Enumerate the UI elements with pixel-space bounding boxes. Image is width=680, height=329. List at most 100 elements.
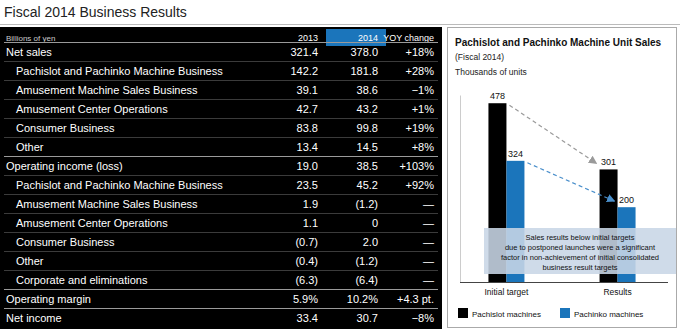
row-label: Operating margin bbox=[6, 293, 91, 305]
row-separator bbox=[4, 99, 438, 100]
table-cell: 181.8 bbox=[350, 65, 378, 77]
legend-label: Pachislot machines bbox=[472, 310, 541, 319]
row-separator bbox=[4, 175, 438, 176]
x-tick-label: Initial target bbox=[484, 287, 529, 297]
table-cell: (6.4) bbox=[355, 274, 378, 286]
row-separator bbox=[4, 137, 438, 138]
trend-arrow bbox=[527, 163, 614, 201]
table-cell: +103% bbox=[399, 160, 434, 172]
legend: Pachislot machines Pachinko machines bbox=[458, 308, 643, 319]
y-axis bbox=[460, 96, 461, 283]
table-cell: −8% bbox=[412, 312, 435, 324]
data-label: 324 bbox=[508, 149, 523, 159]
table-cell: +19% bbox=[406, 122, 435, 134]
sub-row-label: Corporate and eliminations bbox=[16, 274, 148, 286]
row-separator bbox=[4, 156, 438, 157]
row-separator bbox=[4, 232, 438, 233]
sub-row-label: Consumer Business bbox=[16, 236, 115, 248]
sub-row-label: Other bbox=[16, 255, 44, 267]
table-cell: +28% bbox=[406, 65, 435, 77]
row-separator bbox=[4, 61, 438, 62]
chart-frame bbox=[448, 28, 677, 328]
annotation-text: factor in non-achievement of initial con… bbox=[501, 253, 659, 262]
table-cell: — bbox=[423, 217, 434, 229]
legend-label: Pachinko machines bbox=[574, 310, 643, 319]
row-separator bbox=[4, 289, 438, 290]
table-cell: +92% bbox=[406, 179, 435, 191]
row-separator bbox=[4, 270, 438, 271]
legend-swatch bbox=[560, 308, 570, 318]
annotation: Sales results below initial targetsdue t… bbox=[484, 228, 676, 274]
table-cell: 1.9 bbox=[303, 198, 318, 210]
table-cell: (1.2) bbox=[355, 255, 378, 267]
table-cell: 2.0 bbox=[363, 236, 378, 248]
table-cell: (0.7) bbox=[295, 236, 318, 248]
table-cell: 378.0 bbox=[350, 46, 378, 58]
data-label: 301 bbox=[601, 157, 616, 167]
legend-swatch bbox=[458, 308, 468, 318]
sub-row-label: Amusement Center Operations bbox=[16, 103, 168, 115]
x-axis: Initial target Results bbox=[460, 283, 668, 298]
y-axis-title: Thousands of units bbox=[455, 67, 527, 77]
x-tick: Initial target bbox=[484, 287, 529, 297]
row-label: Operating income (loss) bbox=[6, 160, 123, 172]
table-cell: 142.2 bbox=[290, 65, 318, 77]
table-cell: 19.0 bbox=[297, 160, 318, 172]
table-cell: +1% bbox=[412, 103, 435, 115]
data-label: 200 bbox=[619, 195, 634, 205]
row-separator bbox=[4, 118, 438, 119]
table-cell: 30.7 bbox=[357, 312, 378, 324]
table-cell: 33.4 bbox=[297, 312, 318, 324]
annotation-box bbox=[484, 228, 676, 274]
table-cell: 42.7 bbox=[297, 103, 318, 115]
annotation-text: business result targets bbox=[542, 263, 617, 272]
row-separator bbox=[4, 251, 438, 252]
table-cell: 10.2% bbox=[347, 293, 378, 305]
results-table: Billions of yen20132014YOY changeNet sal… bbox=[0, 27, 442, 329]
table-cell: — bbox=[423, 198, 434, 210]
sub-row-label: Pachislot and Pachinko Machine Business bbox=[16, 179, 223, 191]
column-header: 2014 bbox=[358, 33, 378, 43]
column-header: 2013 bbox=[298, 33, 318, 43]
table-cell: 38.5 bbox=[357, 160, 378, 172]
table-cell: +4.3 pt. bbox=[397, 293, 434, 305]
table-cell: 0 bbox=[372, 217, 378, 229]
table-cell: 39.1 bbox=[297, 84, 318, 96]
table-cell: (1.2) bbox=[355, 198, 378, 210]
table-background bbox=[0, 27, 442, 329]
x-tick-label: Results bbox=[603, 287, 631, 297]
annotation-text: due to postponed launches were a signifi… bbox=[505, 243, 656, 252]
title-rule bbox=[0, 24, 680, 25]
table-cell: (6.3) bbox=[295, 274, 318, 286]
table-cell: 83.8 bbox=[297, 122, 318, 134]
x-tick: Results bbox=[603, 287, 631, 297]
row-separator bbox=[4, 194, 438, 195]
page: Fiscal 2014 Business Results Billions of … bbox=[0, 0, 680, 329]
sub-row-label: Other bbox=[16, 141, 44, 153]
highlight-column-header bbox=[326, 29, 386, 46]
data-label: 478 bbox=[490, 91, 505, 101]
row-label: Net income bbox=[6, 312, 62, 324]
row-separator bbox=[4, 213, 438, 214]
page-title: Fiscal 2014 Business Results bbox=[4, 4, 187, 20]
table-cell: 321.4 bbox=[290, 46, 318, 58]
table-cell: 1.1 bbox=[303, 217, 318, 229]
table-cell: 38.6 bbox=[357, 84, 378, 96]
row-separator bbox=[4, 80, 438, 81]
chart-title: Pachislot and Pachinko Machine Unit Sale… bbox=[455, 37, 662, 48]
row-separator bbox=[4, 42, 438, 43]
trend-arrows bbox=[509, 105, 614, 201]
table-cell: +8% bbox=[412, 141, 435, 153]
sub-row-label: Amusement Machine Sales Business bbox=[16, 198, 198, 210]
table-cell: 5.9% bbox=[293, 293, 318, 305]
table-cell: 23.5 bbox=[297, 179, 318, 191]
sub-row-label: Pachislot and Pachinko Machine Business bbox=[16, 65, 223, 77]
row-separator bbox=[4, 308, 438, 309]
unit-label: Billions of yen bbox=[6, 34, 55, 43]
table-cell: 43.2 bbox=[357, 103, 378, 115]
table-cell: 13.4 bbox=[297, 141, 318, 153]
table-cell: −1% bbox=[412, 84, 435, 96]
table-cell: (0.4) bbox=[295, 255, 318, 267]
sub-row-label: Amusement Machine Sales Business bbox=[16, 84, 198, 96]
chart-subtitle: (Fiscal 2014) bbox=[455, 52, 504, 62]
